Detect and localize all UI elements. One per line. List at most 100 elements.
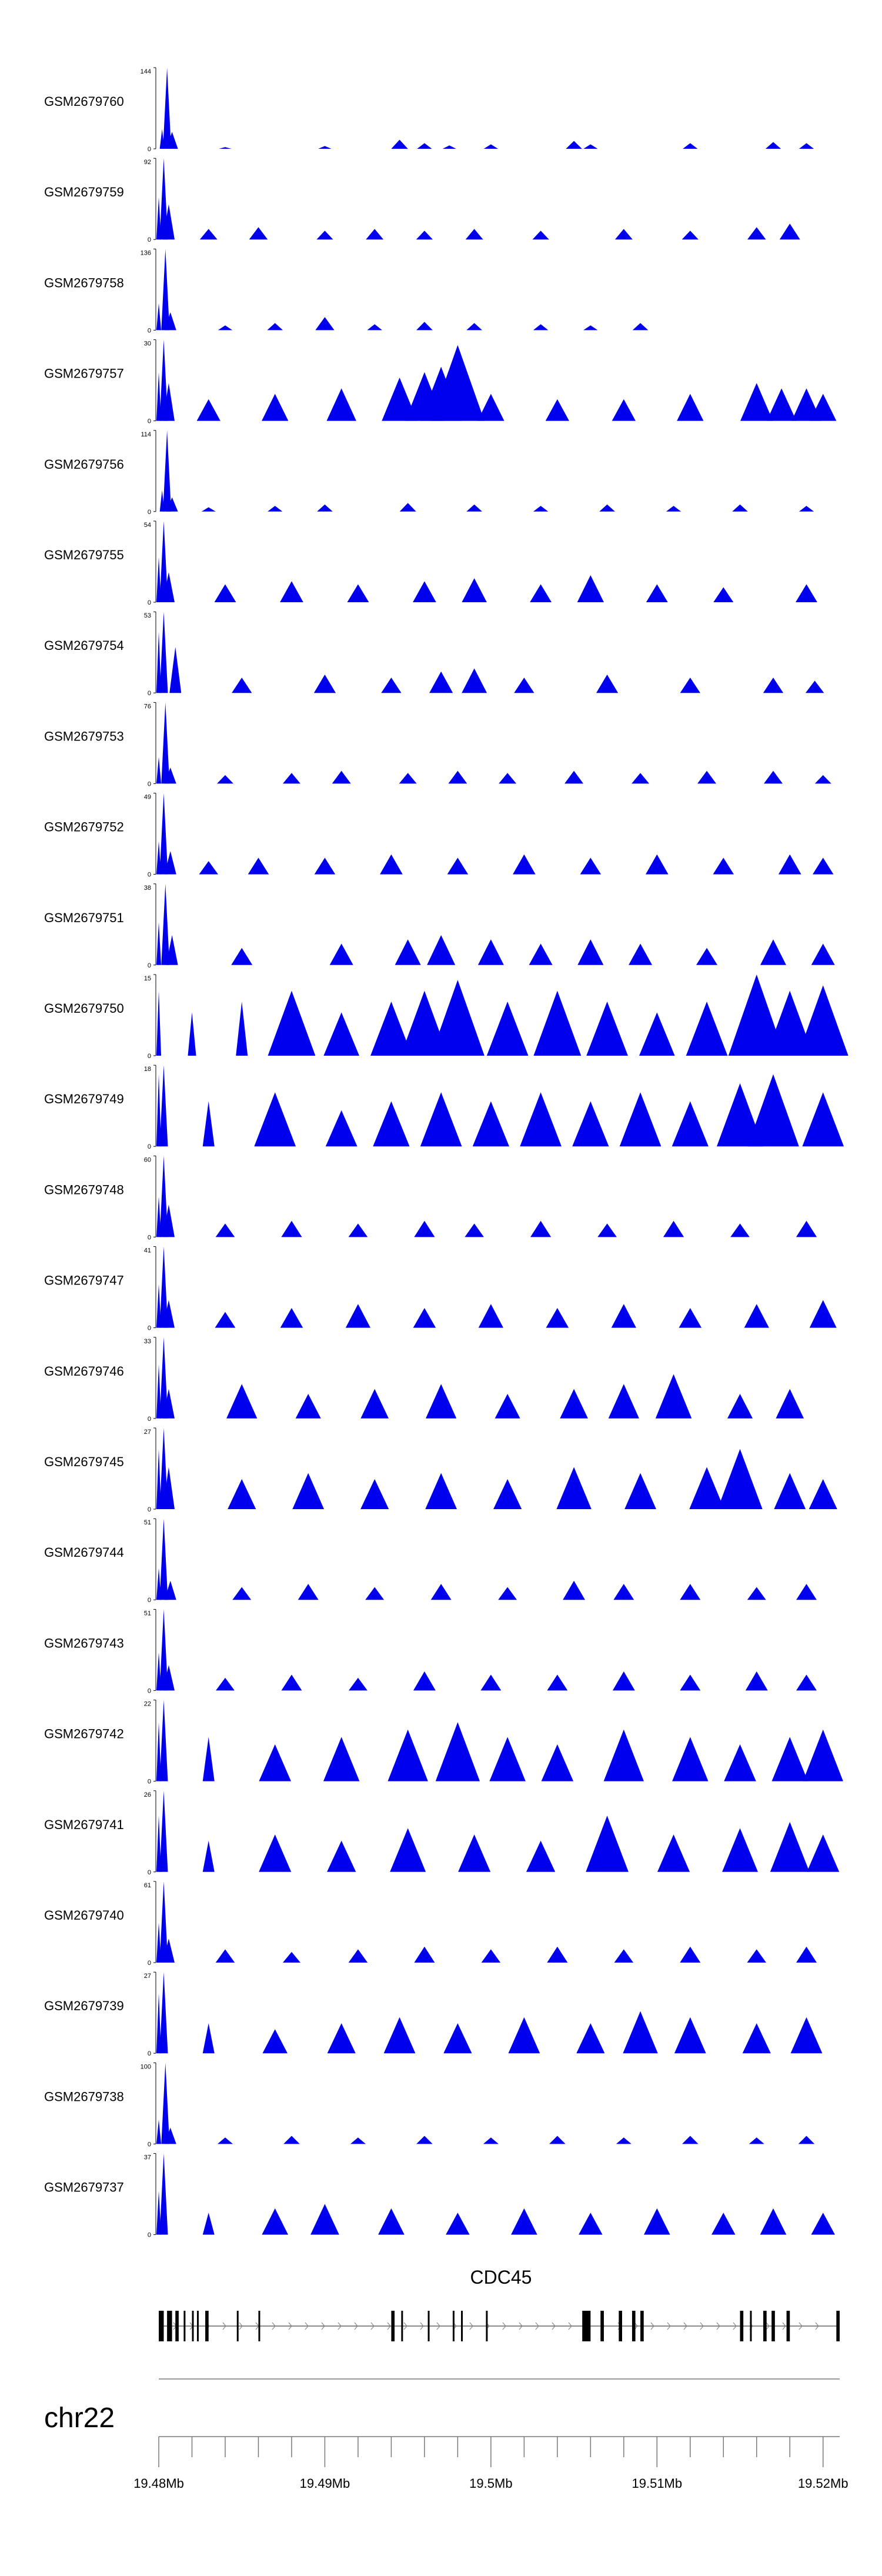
track-label: GSM2679745 (44, 1454, 124, 1469)
coverage-peak (614, 229, 633, 240)
track-label: GSM2679749 (44, 1092, 124, 1106)
exon-block (632, 2311, 636, 2341)
coverage-peak (766, 990, 814, 1056)
coverage-peak (317, 504, 333, 512)
strand-arrow (321, 2322, 325, 2330)
y-max-label: 30 (144, 341, 151, 348)
coverage-peak (546, 1307, 569, 1328)
coverage-peak (248, 857, 269, 875)
coverage-peak (159, 1609, 168, 1691)
track-GSM2679754: GSM2679754 53 0 (44, 611, 824, 697)
exon-block (175, 2311, 179, 2341)
track-label: GSM2679752 (44, 820, 124, 835)
coverage-peak (414, 1220, 435, 1237)
coverage-peak (215, 1223, 235, 1237)
coverage-peak (382, 378, 417, 421)
coverage-peak (162, 1665, 175, 1691)
coverage-peak (156, 841, 161, 875)
exon-block (391, 2311, 395, 2341)
coverage-peak (156, 1449, 161, 1509)
coverage-peak (680, 1584, 701, 1600)
track-GSM2679743: GSM2679743 51 0 (44, 1609, 817, 1694)
coverage-peak (215, 1949, 235, 1963)
y-max-label: 136 (141, 249, 151, 256)
coverage-peak (686, 1002, 728, 1056)
coverage-peak (215, 1312, 236, 1328)
coverage-peak (533, 990, 582, 1056)
track-label: GSM2679740 (44, 1908, 124, 1923)
coverage-peak (381, 678, 402, 693)
coverage-peak (232, 678, 252, 693)
track-GSM2679746: GSM2679746 33 0 (44, 1337, 804, 1423)
exon-block (740, 2311, 744, 2341)
coverage-peak (443, 2023, 472, 2054)
exon-block (771, 2311, 775, 2341)
y-max-label: 76 (144, 703, 151, 710)
coverage-peak (156, 197, 161, 240)
y-zero-label: 0 (148, 146, 151, 153)
coverage-peak (697, 770, 717, 784)
coverage-peak (498, 1587, 517, 1600)
coverage-peak (722, 1828, 758, 1872)
coverage-peak (378, 2208, 405, 2235)
y-max-label: 53 (144, 612, 151, 619)
coverage-peak (280, 1307, 303, 1328)
coverage-peak (671, 1101, 709, 1147)
y-zero-label: 0 (148, 599, 151, 606)
coverage-peak (199, 229, 218, 240)
coverage-peak (327, 2023, 356, 2054)
coverage-peak (315, 317, 335, 331)
coverage-peak (201, 507, 216, 512)
coverage-peak (420, 1092, 462, 1147)
coverage-peak (313, 674, 336, 693)
coverage-peak (228, 1479, 256, 1509)
track-GSM2679755: GSM2679755 54 0 (44, 520, 817, 606)
y-max-label: 27 (144, 1973, 151, 1980)
coverage-peak (156, 1816, 161, 1872)
coverage-peak (159, 612, 168, 693)
coverage-peak (549, 2135, 566, 2144)
coverage-peak (217, 2137, 233, 2144)
coverage-peak (614, 1949, 634, 1963)
coverage-peak (202, 1101, 215, 1147)
y-zero-label: 0 (148, 1234, 151, 1241)
coverage-peak (281, 1674, 302, 1691)
coverage-peak (373, 1101, 410, 1147)
coverage-peak (156, 303, 161, 331)
coverage-peak (161, 702, 170, 784)
coverage-peak (395, 939, 421, 965)
coverage-peak (774, 1473, 806, 1509)
coverage-peak (811, 943, 835, 965)
coverage-peak (672, 1737, 709, 1781)
exon-block (183, 2311, 186, 2341)
coverage-peak (162, 204, 175, 240)
coverage-peak (292, 1473, 325, 1509)
track-label: GSM2679737 (44, 2180, 124, 2195)
track-GSM2679744: GSM2679744 51 0 (44, 1518, 817, 1604)
strand-arrow (354, 2322, 358, 2330)
strand-arrow (815, 2322, 819, 2330)
coverage-peak (202, 2023, 215, 2054)
y-zero-label: 0 (148, 1143, 151, 1150)
coverage-peak (162, 572, 175, 602)
tick-label: 19.48Mb (133, 2476, 184, 2491)
coverage-peak (603, 1729, 644, 1781)
coverage-peak (724, 1744, 756, 1781)
coverage-peak (430, 1584, 452, 1600)
y-zero-label: 0 (148, 780, 151, 788)
y-zero-label: 0 (148, 2050, 151, 2057)
coverage-peak (796, 1584, 817, 1600)
coverage-peak (430, 980, 485, 1056)
exon-block (196, 2311, 199, 2341)
coverage-peak (164, 2127, 176, 2144)
y-max-label: 18 (144, 1066, 151, 1073)
strand-arrow (650, 2322, 654, 2330)
track-label: GSM2679751 (44, 910, 124, 925)
coverage-peak (283, 2135, 300, 2144)
exon-block (236, 2311, 239, 2341)
coverage-peak (732, 504, 748, 512)
strand-arrow (667, 2322, 671, 2330)
coverage-peak (350, 2137, 366, 2144)
coverage-peak (483, 2137, 499, 2144)
coverage-peak (747, 1587, 766, 1600)
